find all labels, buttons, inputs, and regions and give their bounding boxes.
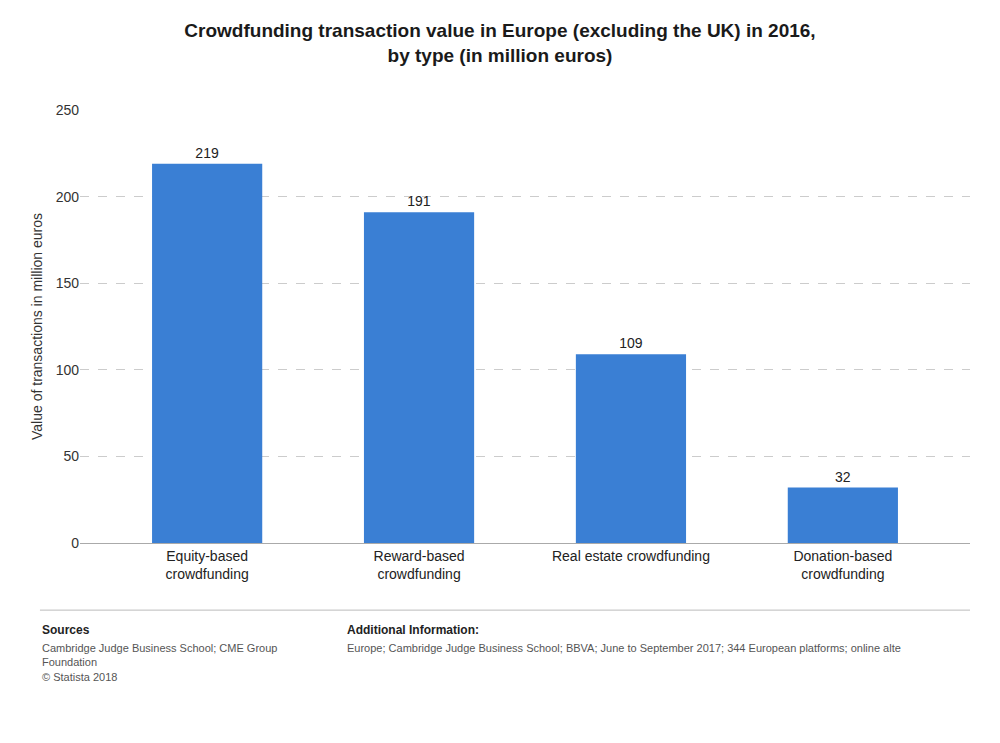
- svg-text:32: 32: [835, 469, 851, 485]
- svg-text:Additional Information:: Additional Information:: [347, 623, 479, 637]
- svg-text:250: 250: [56, 102, 80, 118]
- svg-text:Cambridge Judge Business Schoo: Cambridge Judge Business School; CME Gro…: [42, 642, 277, 683]
- svg-text:109: 109: [619, 335, 643, 351]
- svg-text:Equity-basedcrowdfunding: Equity-basedcrowdfunding: [165, 548, 248, 582]
- svg-text:Sources: Sources: [42, 623, 90, 637]
- svg-text:0: 0: [71, 535, 79, 551]
- svg-text:150: 150: [56, 275, 80, 291]
- svg-text:Value of transactions in milli: Value of transactions in million euros: [29, 213, 45, 440]
- svg-text:Real estate crowdfunding: Real estate crowdfunding: [552, 548, 710, 564]
- svg-text:100: 100: [56, 362, 80, 378]
- svg-text:219: 219: [195, 145, 219, 161]
- svg-text:Donation-basedcrowdfunding: Donation-basedcrowdfunding: [793, 548, 892, 582]
- svg-text:Crowdfunding transaction value: Crowdfunding transaction value in Europe…: [184, 20, 815, 66]
- svg-text:191: 191: [407, 193, 431, 209]
- svg-text:Reward-basedcrowdfunding: Reward-basedcrowdfunding: [374, 548, 465, 582]
- svg-text:200: 200: [56, 189, 80, 205]
- svg-text:Europe; Cambridge Judge Busine: Europe; Cambridge Judge Business School;…: [347, 642, 901, 654]
- svg-text:50: 50: [63, 448, 79, 464]
